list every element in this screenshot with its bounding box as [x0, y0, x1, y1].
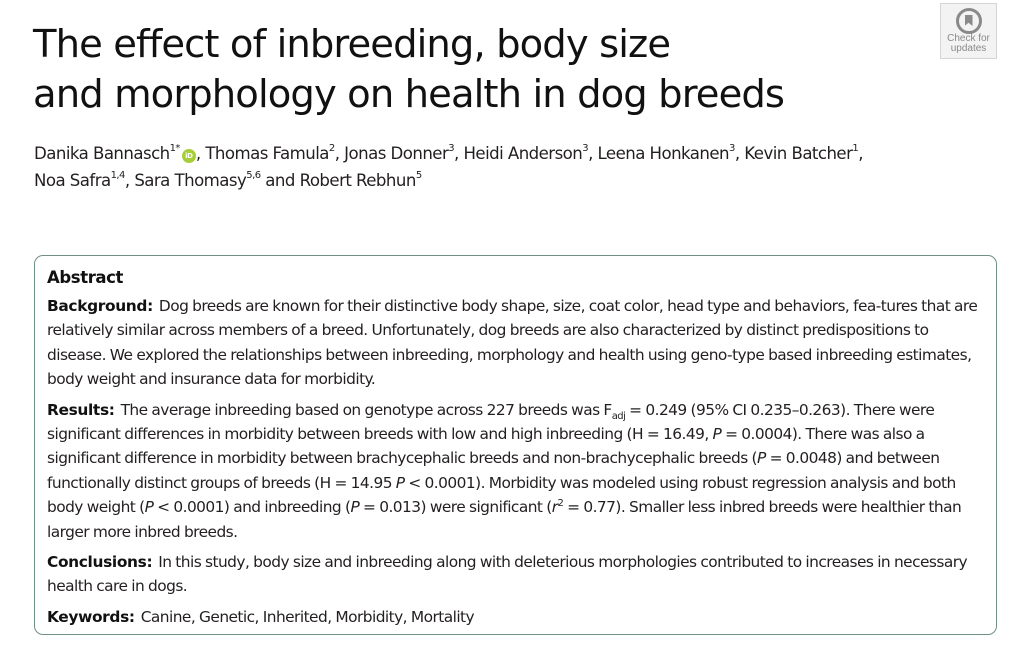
r-superscript: 2: [557, 498, 564, 510]
results-label: Results:: [47, 400, 115, 419]
check-updates-line-2: updates: [950, 43, 987, 54]
author-name[interactable]: Danika Bannasch: [34, 144, 170, 163]
results-text: The average inbreeding based on genotype…: [120, 400, 613, 419]
abstract-keywords: Keywords: Canine, Genetic, Inherited, Mor…: [47, 605, 987, 629]
author-affiliation: 1,4: [110, 170, 126, 182]
results-text: < 0.0001) and inbreeding (: [153, 498, 351, 517]
p-symbol: P: [395, 473, 405, 492]
p-symbol: P: [144, 498, 154, 517]
orcid-icon[interactable]: iD: [181, 149, 196, 163]
author-affiliation: 3: [582, 143, 589, 155]
p-symbol: P: [757, 449, 766, 468]
conclusions-text: In this study, body size and inbreeding …: [47, 553, 968, 596]
title-line-2: and morphology on health in dog breeds: [33, 72, 785, 117]
abstract-box: Abstract Background: Dog breeds are known…: [34, 255, 997, 635]
title-line-1: The effect of inbreeding, body size: [33, 22, 671, 67]
check-updates-line-1: Check for: [947, 33, 990, 44]
author-name[interactable]: Sara Thomasy: [134, 171, 247, 190]
author-name[interactable]: Kevin Batcher: [744, 144, 853, 163]
author-name[interactable]: Heidi Anderson: [463, 144, 583, 163]
keywords-label: Keywords:: [47, 607, 135, 626]
background-text: Dog breeds are known for their distincti…: [47, 297, 978, 389]
author-name[interactable]: Thomas Famula: [205, 144, 329, 163]
results-text: = 0.0004). There was also a significant …: [47, 425, 925, 468]
author-separator: ,: [858, 144, 863, 163]
author-name[interactable]: Leena Honkanen: [597, 144, 730, 163]
results-text: = 0.77). Smaller less inbred breeds were…: [47, 498, 962, 541]
results-text: = 0.013) were significant (: [359, 498, 552, 517]
author-affiliation: 1: [852, 143, 859, 155]
author-separator: and: [260, 171, 300, 190]
author-separator: ,: [734, 144, 745, 163]
author-separator: ,: [454, 144, 464, 163]
check-for-updates-badge[interactable]: Check for updates: [940, 3, 997, 59]
author-name[interactable]: Noa Safra: [34, 171, 111, 190]
author-affiliation: 3: [729, 143, 735, 155]
p-symbol: P: [350, 498, 360, 517]
abstract-background: Background: Dog breeds are known for thei…: [47, 294, 987, 392]
author-separator: ,: [195, 144, 206, 163]
paper-title: The effect of inbreeding, body size and …: [33, 20, 913, 120]
abstract-conclusions: Conclusions: In this study, body size and…: [47, 550, 987, 599]
author-affiliation: 1*: [169, 143, 181, 155]
author-affiliation: 3: [448, 143, 455, 155]
results-text: = 0.249 (95% CI 0.235–0.263). There were…: [47, 400, 935, 444]
background-label: Background:: [47, 297, 153, 315]
crossmark-icon: [955, 8, 982, 34]
author-separator: ,: [588, 144, 598, 163]
keywords-text: Canine, Genetic, Inherited, Morbidity, M…: [140, 607, 475, 626]
results-subscript: adj: [611, 410, 626, 422]
author-name[interactable]: Jonas Donner: [344, 144, 449, 163]
abstract-heading: Abstract: [47, 268, 124, 287]
author-affiliation: 2: [328, 143, 335, 155]
author-affiliation: 5: [415, 170, 422, 182]
abstract-results: Results: The average inbreeding based on …: [47, 398, 987, 544]
author-affiliation: 5,6: [246, 170, 261, 182]
conclusions-label: Conclusions:: [47, 553, 153, 572]
author-name[interactable]: Robert Rebhun: [299, 171, 417, 190]
author-separator: ,: [124, 171, 135, 190]
author-list: Danika Bannasch1*iD, Thomas Famula2, Jon…: [34, 140, 994, 194]
results-text: = 0.0048) and between functionally disti…: [47, 449, 940, 492]
results-text: < 0.0001). Morbidity was modeled using r…: [47, 473, 956, 517]
author-separator: ,: [334, 144, 345, 163]
p-symbol: P: [712, 425, 722, 444]
r-symbol: r: [551, 498, 558, 517]
